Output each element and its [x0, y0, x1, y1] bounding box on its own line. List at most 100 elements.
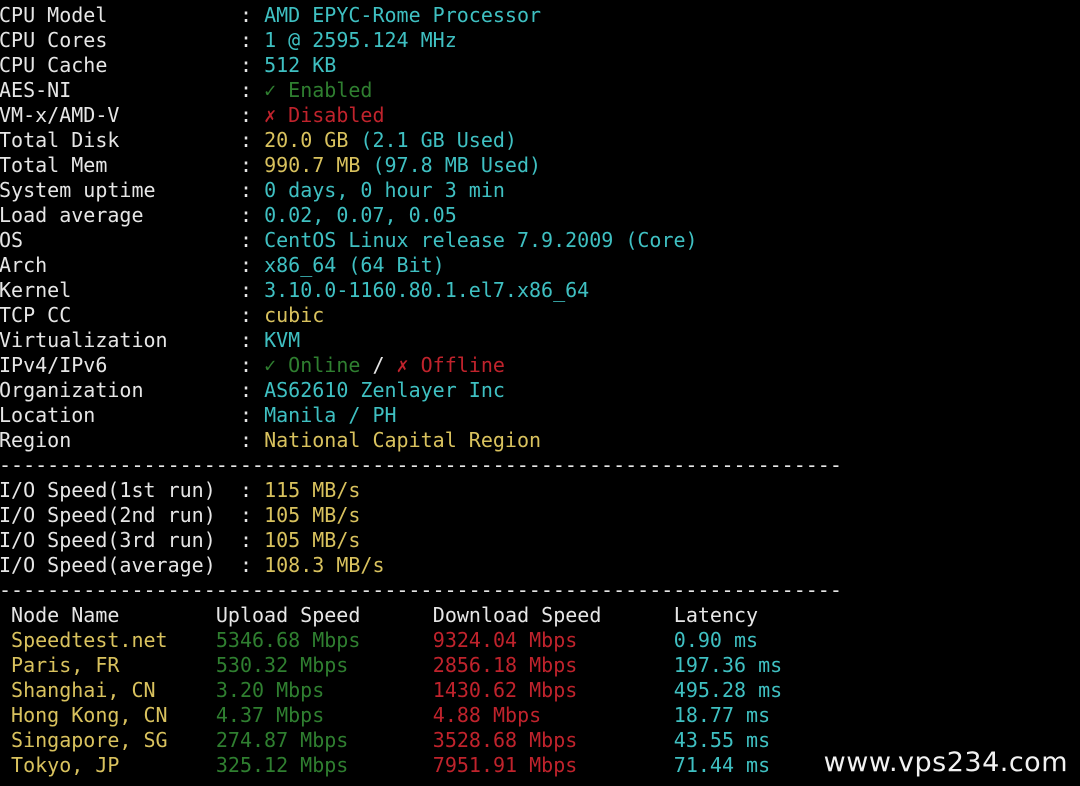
colon-separator: : [240, 3, 265, 27]
colon-separator: : [240, 528, 265, 552]
latency: 0.90 ms [673, 628, 759, 652]
info-label: CPU Cores [0, 28, 108, 52]
info-row: CPU Model: AMD EPYC-Rome Processor [0, 3, 842, 28]
info-value: KVM [264, 328, 301, 352]
io-speed-row: I/O Speed(2nd run): 105 MB/s [0, 503, 842, 528]
info-row: Arch: x86_64 (64 Bit) [0, 253, 842, 278]
info-row: TCP CC: cubic [0, 303, 842, 328]
info-value: / [360, 353, 397, 377]
info-row: Total Mem: 990.7 MB (97.8 MB Used) [0, 153, 842, 178]
info-value: 20.0 GB [264, 128, 361, 152]
info-label: I/O Speed(3rd run) [0, 528, 216, 552]
upload-speed: 274.87 Mbps [215, 728, 349, 752]
info-value: x86_64 (64 Bit) [264, 253, 445, 277]
info-label: Organization [0, 378, 144, 402]
upload-speed: 3.20 Mbps [215, 678, 325, 702]
colon-separator: : [240, 28, 265, 52]
latency: 495.28 ms [673, 678, 783, 702]
latency: 18.77 ms [673, 703, 771, 727]
info-label: Location [0, 403, 96, 427]
latency: 71.44 ms [673, 753, 771, 777]
speedtest-row: Shanghai, CN 3.20 Mbps 1430.62 Mbps 495.28 … [0, 678, 842, 703]
info-label: VM-x/AMD-V [0, 103, 120, 127]
colon-separator: : [240, 303, 265, 327]
info-label: System uptime [0, 178, 156, 202]
colon-separator: : [240, 103, 265, 127]
info-row: Total Disk: 20.0 GB (2.1 GB Used) [0, 128, 842, 153]
node-name: Singapore, SG [11, 728, 168, 752]
info-label: I/O Speed(2nd run) [0, 503, 216, 527]
info-label: Load average [0, 203, 144, 227]
colon-separator: : [240, 278, 265, 302]
speedtest-row: Hong Kong, CN 4.37 Mbps 4.88 Mbps 18.77 ms [0, 703, 842, 728]
speedtest-header: Node Name Upload Speed Download Speed Laten… [0, 603, 842, 628]
info-value: 1 @ 2595.124 MHz [264, 28, 457, 52]
info-value: AMD EPYC-Rome Processor [264, 3, 542, 27]
colon-separator: : [240, 253, 265, 277]
info-row: Load average: 0.02, 0.07, 0.05 [0, 203, 842, 228]
info-row: OS: CentOS Linux release 7.9.2009 (Core) [0, 228, 842, 253]
node-name: Paris, FR [11, 653, 120, 677]
info-label: Kernel [0, 278, 72, 302]
info-value: CentOS Linux release 7.9.2009 (Core) [264, 228, 698, 252]
info-label: I/O Speed(average) [0, 553, 216, 577]
info-label: CPU Cache [0, 53, 108, 77]
info-value: ✓ Enabled [264, 78, 373, 102]
info-row: Organization: AS62610 Zenlayer Inc [0, 378, 842, 403]
colon-separator: : [240, 203, 265, 227]
separator-line: ----------------------------------------… [0, 453, 842, 477]
pad [0, 728, 11, 753]
download-speed: 1430.62 Mbps [432, 678, 578, 702]
colon-separator: : [240, 378, 265, 402]
info-row: AES-NI: ✓ Enabled [0, 78, 842, 103]
info-row: IPv4/IPv6: ✓ Online / ✗ Offline [0, 353, 842, 378]
speedtest-row: Paris, FR 530.32 Mbps 2856.18 Mbps 197.36 m… [0, 653, 842, 678]
info-row: Location: Manila / PH [0, 403, 842, 428]
info-row: Virtualization: KVM [0, 328, 842, 353]
latency: 43.55 ms [673, 728, 771, 752]
info-label: I/O Speed(1st run) [0, 478, 216, 502]
info-value: (97.8 MB Used) [372, 153, 542, 177]
info-value: Manila / PH [264, 403, 397, 427]
node-name: Hong Kong, CN [11, 703, 168, 727]
colon-separator: : [240, 353, 265, 377]
colon-separator: : [240, 53, 265, 77]
info-label: Total Disk [0, 128, 120, 152]
upload-speed: 5346.68 Mbps [215, 628, 361, 652]
info-value: 105 MB/s [264, 528, 361, 552]
colon-separator: : [240, 153, 265, 177]
download-speed: 9324.04 Mbps [432, 628, 578, 652]
speedtest-row: Singapore, SG 274.87 Mbps 3528.68 Mbps 43.5… [0, 728, 842, 753]
info-label: AES-NI [0, 78, 72, 102]
column-header: Latency [673, 603, 759, 627]
io-speed-row: I/O Speed(1st run): 115 MB/s [0, 478, 842, 503]
colon-separator: : [240, 78, 265, 102]
terminal-output: CPU Model: AMD EPYC-Rome Processor CPU Co… [0, 3, 842, 778]
info-value: 115 MB/s [264, 478, 361, 502]
node-name: Shanghai, CN [11, 678, 156, 702]
download-speed: 3528.68 Mbps [432, 728, 578, 752]
info-row: System uptime: 0 days, 0 hour 3 min [0, 178, 842, 203]
info-row: CPU Cores: 1 @ 2595.124 MHz [0, 28, 842, 53]
pad [0, 603, 11, 628]
pad [0, 678, 11, 703]
upload-speed: 4.37 Mbps [215, 703, 325, 727]
info-label: TCP CC [0, 303, 72, 327]
upload-speed: 325.12 Mbps [215, 753, 349, 777]
pad [0, 703, 11, 728]
speedtest-row: Tokyo, JP 325.12 Mbps 7951.91 Mbps 71.44 ms [0, 753, 842, 778]
speedtest-row: Speedtest.net 5346.68 Mbps 9324.04 Mbps 0.9… [0, 628, 842, 653]
info-value: National Capital Region [264, 428, 542, 452]
colon-separator: : [240, 553, 265, 577]
info-value: (2.1 GB Used) [360, 128, 517, 152]
info-value: 0.02, 0.07, 0.05 [264, 203, 457, 227]
info-label: Arch [0, 253, 48, 277]
colon-separator: : [240, 328, 265, 352]
download-speed: 4.88 Mbps [432, 703, 542, 727]
node-name: Tokyo, JP [11, 753, 120, 777]
info-value: 990.7 MB [264, 153, 373, 177]
colon-separator: : [240, 228, 265, 252]
column-header: Node Name [11, 603, 120, 627]
colon-separator: : [240, 178, 265, 202]
colon-separator: : [240, 403, 265, 427]
